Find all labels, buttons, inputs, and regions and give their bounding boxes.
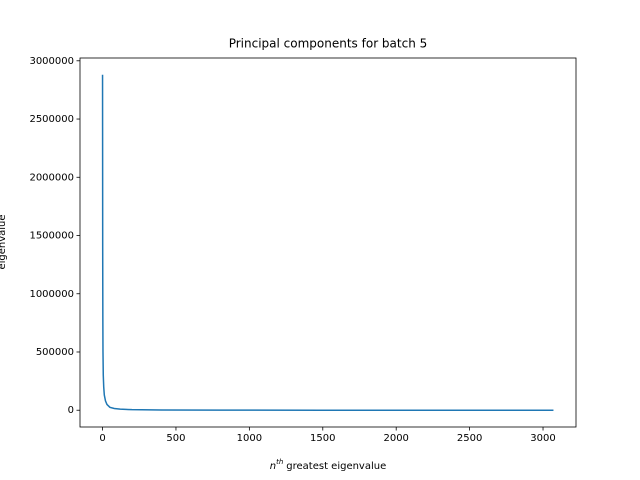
x-tick-label: 3000 [530,433,555,444]
x-tick-label: 1000 [237,433,262,444]
x-axis-label: nth greatest eigenvalue [270,458,387,472]
x-label-rest: greatest eigenvalue [286,461,386,472]
data-line [101,74,554,411]
y-tick-label: 1500000 [29,231,74,242]
y-tick-label: 2000000 [29,172,74,183]
x-tick-label: 500 [166,433,185,444]
x-tick-label: 1500 [310,433,335,444]
y-axis-label: eigenvalue [0,214,8,269]
y-tick-label: 2500000 [29,114,74,125]
x-tick-label: 2500 [457,433,482,444]
x-tick-label: 2000 [383,433,408,444]
x-label-base: n [270,461,276,472]
y-tick-label: 3000000 [29,56,74,67]
x-tick-label: 0 [99,433,105,444]
y-tick-label: 500000 [36,347,74,358]
y-tick-label: 0 [68,405,74,416]
x-label-sup: th [276,458,283,466]
y-tick-label: 1000000 [29,289,74,300]
plot-frame [79,57,577,428]
chart-title: Principal components for batch 5 [229,37,428,51]
